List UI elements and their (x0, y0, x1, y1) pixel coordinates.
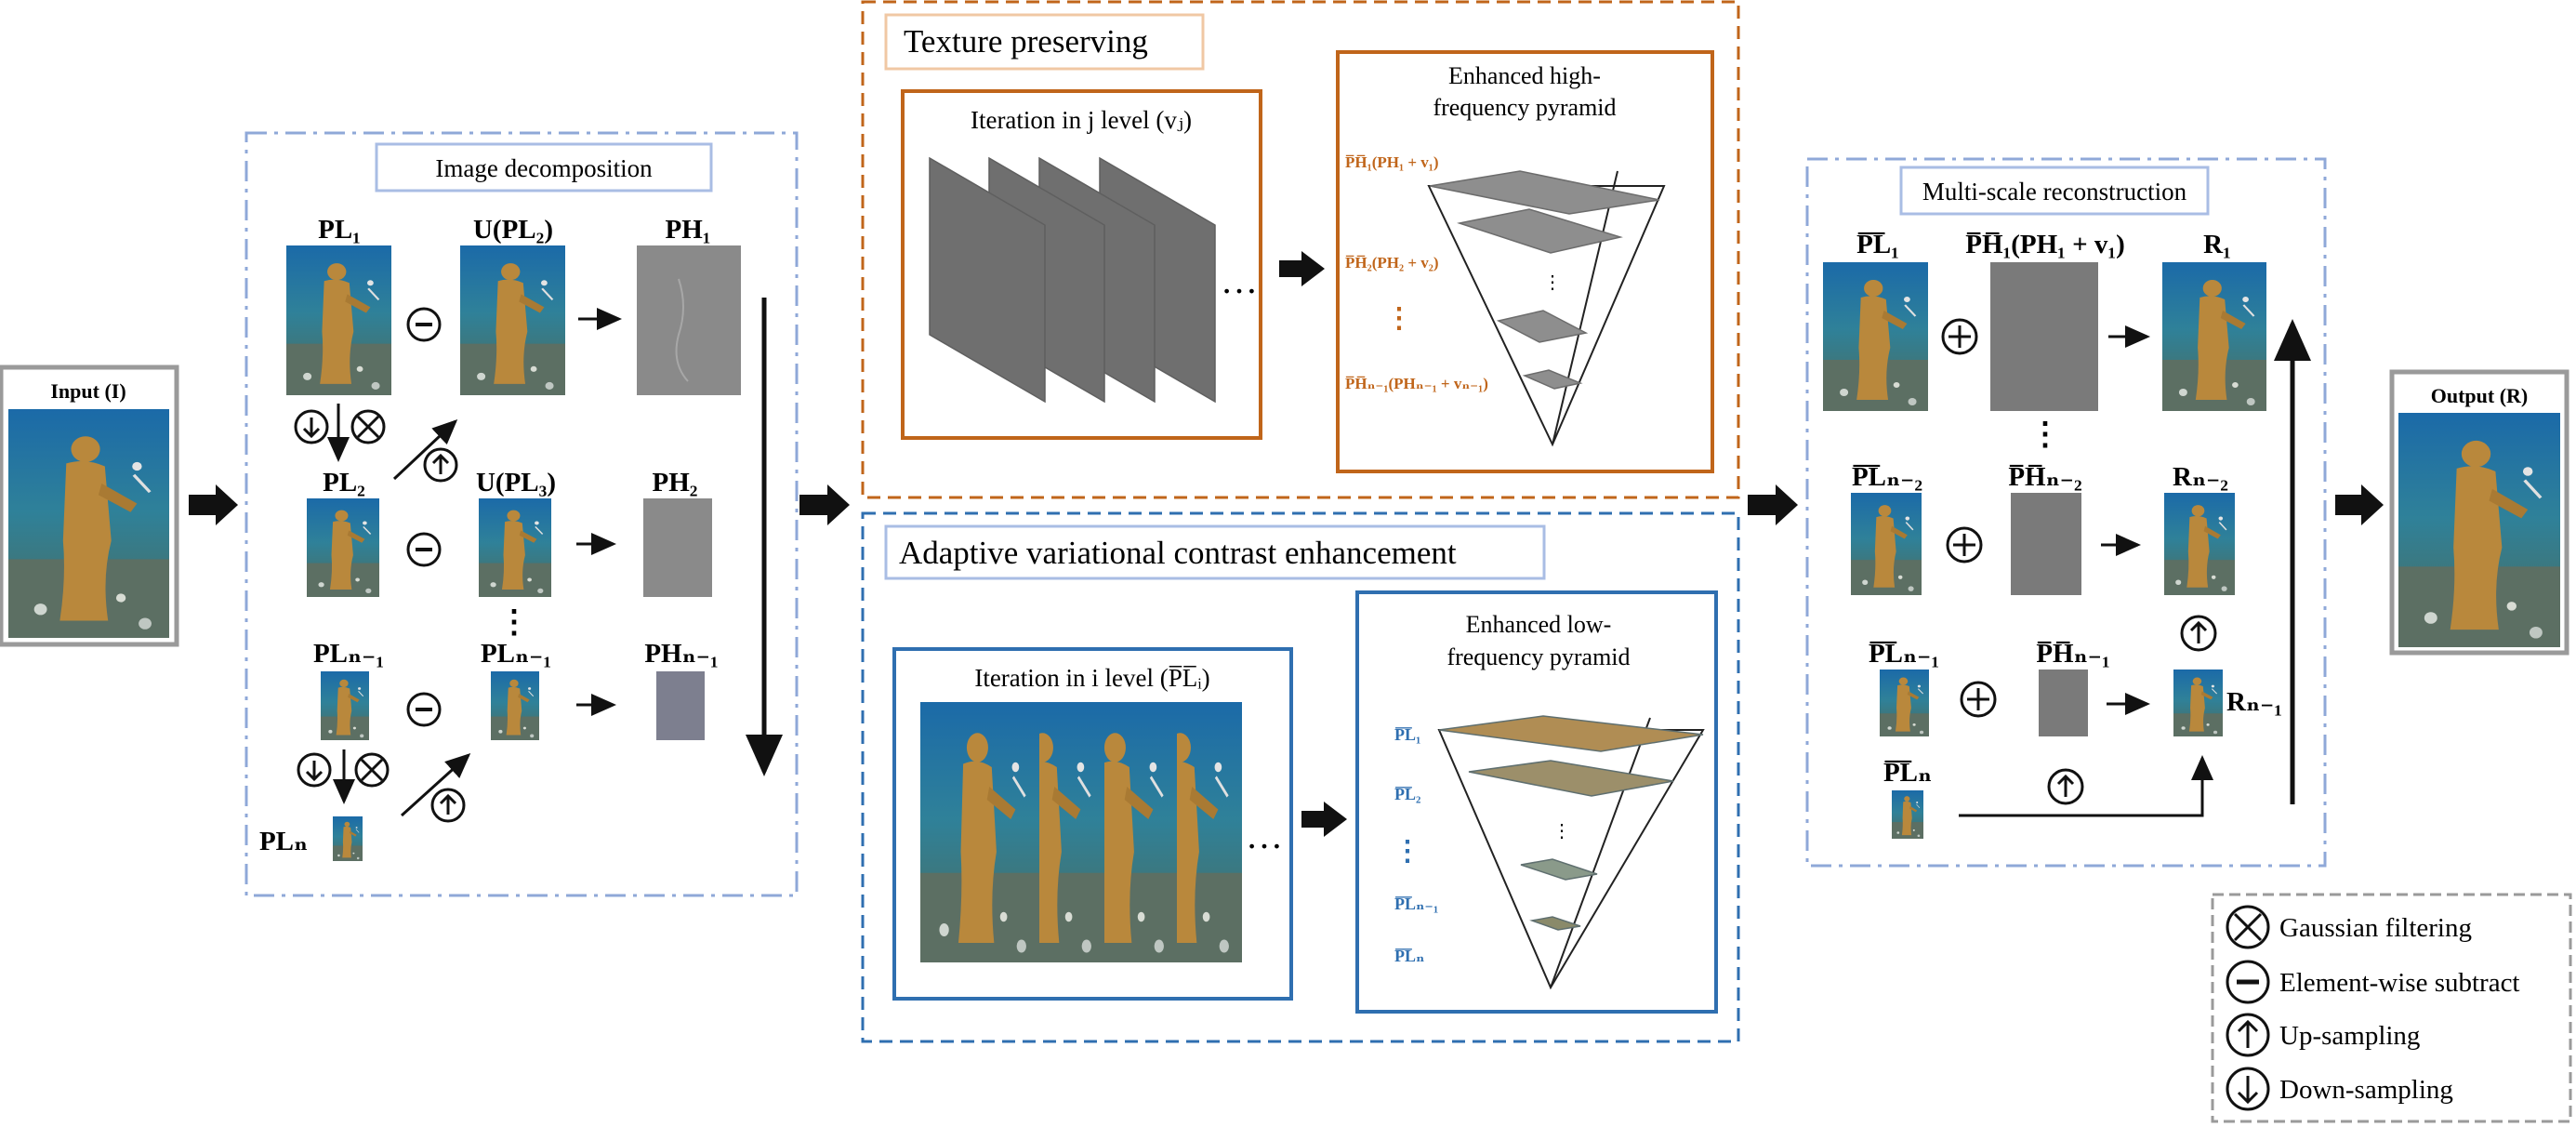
label-pln: PLₙ (259, 827, 308, 856)
low-level-n: P̅L̅ₙ (1394, 947, 1424, 965)
contrast-enhancement-panel: Adaptive variational contrast enhancemen… (861, 511, 1740, 1043)
recon-label-ph1: P̅H̅₁(PH₁ + v₁) (1965, 230, 2124, 259)
label-u-pl2: U(PL₂) (473, 215, 553, 245)
image-decomposition-panel: Image decomposition PL₁ U(PL₂) PH₁ PL₂ U… (244, 131, 799, 897)
recon-phn2-image (2011, 493, 2081, 595)
phn1-image (656, 671, 705, 740)
arrow-enh-to-recon (1748, 484, 1798, 525)
u-pln-image (491, 671, 539, 740)
svg-text:⋮: ⋮ (1552, 821, 1571, 842)
arrow-input-to-decomp (189, 484, 238, 525)
recon-phn1-image (2039, 670, 2088, 736)
pl1-image (286, 245, 391, 395)
output-image-panel: Output (R) (2389, 369, 2569, 656)
recon-label-r1: R₁ (2203, 230, 2231, 259)
high-level-2: P̅H̅₂(PH₂ + v₂) (1345, 254, 1439, 272)
label-phn1: PHₙ₋₁ (644, 639, 718, 669)
low-level-dots: ⋮ (1394, 836, 1421, 867)
recon-label-pl1: P̅L̅₁ (1856, 230, 1899, 259)
contrast-arrow (1301, 802, 1347, 837)
texture-title: Texture preserving (904, 23, 1148, 60)
label-u-pl3: U(PL₃) (476, 468, 556, 497)
recon-label-pln: P̅L̅ₙ (1883, 758, 1932, 788)
texture-layers (929, 156, 1216, 404)
svg-text:…: … (1221, 259, 1258, 301)
low-level-n1: P̅L̅ₙ₋₁ (1394, 895, 1438, 913)
svg-text:⋮: ⋮ (1543, 272, 1562, 293)
output-label: Output (R) (2431, 384, 2529, 407)
high-level-1: P̅H̅₁(PH₁ + v₁) (1345, 153, 1439, 171)
texture-iteration-box (901, 89, 1262, 440)
recon-rn1-image (2173, 670, 2223, 736)
u-pl2-image (460, 245, 565, 395)
contrast-iter-label: Iteration in i level (P̅L̅ᵢ) (974, 664, 1209, 692)
legend-up-sampling: Up-sampling (2279, 1021, 2420, 1051)
contrast-iteration-box (892, 647, 1293, 1001)
input-image-panel: Input (I) (0, 365, 179, 647)
recon-pln-image (1892, 790, 1923, 839)
recon-r1-image (2162, 262, 2266, 411)
low-level-1: P̅L̅₁ (1394, 725, 1420, 744)
pl2-image (307, 498, 379, 597)
texture-preserving-panel: Texture preserving Iteration in j level … (861, 0, 1740, 499)
texture-arrow (1279, 251, 1325, 286)
high-frequency-pyramid: ⋮ (1427, 170, 1666, 447)
contrast-title: Adaptive variational contrast enhancemen… (899, 535, 1457, 571)
input-photo (8, 409, 169, 638)
legend-down-sampling: Down-sampling (2279, 1075, 2453, 1105)
low-frequency-pyramid-box (1355, 590, 1718, 1014)
label-pln1: PLₙ₋₁ (313, 639, 384, 669)
arrow-recon-to-output (2335, 484, 2384, 525)
high-frequency-pyramid-box (1336, 50, 1714, 473)
pln-image (333, 816, 363, 861)
texture-iter-label: Iteration in j level (vⱼ) (971, 106, 1192, 134)
recon-label-rn2: Rₙ₋₂ (2173, 462, 2228, 492)
legend-subtract: Element-wise subtract (2279, 968, 2520, 998)
recon-rn2-image (2164, 493, 2235, 595)
reconstruction-title: Multi-scale reconstruction (1922, 178, 2187, 206)
decomposition-title: Image decomposition (435, 154, 653, 182)
recon-label-phn2: P̅H̅ₙ₋₂ (2008, 462, 2081, 492)
svg-text:…: … (1246, 815, 1283, 856)
legend-gaussian: Gaussian filtering (2279, 913, 2472, 943)
high-level-n1: P̅H̅ₙ₋₁(PHₙ₋₁ + vₙ₋₁) (1345, 375, 1488, 392)
label-ph2: PH₂ (653, 468, 698, 497)
recon-label-phn1: P̅H̅ₙ₋₁ (2036, 639, 2109, 669)
label-ph1: PH₁ (666, 215, 711, 245)
recon-ph1-image (1990, 262, 2098, 411)
svg-text:⋮: ⋮ (498, 605, 530, 640)
reconstruction-panel: Multi-scale reconstruction P̅L̅₁ P̅H̅₁(P… (1805, 157, 2327, 868)
legend: Gaussian filtering Element-wise subtract… (2211, 893, 2572, 1123)
recon-label-rn1: Rₙ₋₁ (2226, 687, 2282, 717)
flow-arrows (189, 484, 2384, 525)
high-level-dots: ⋮ (1385, 303, 1413, 334)
ph2-image (643, 498, 712, 597)
low-pyr-title-2: frequency pyramid (1447, 643, 1630, 670)
low-pyr-title-1: Enhanced low- (1466, 611, 1612, 638)
low-level-2: P̅L̅₂ (1394, 785, 1420, 803)
label-pln1-upsampled: PLₙ₋₁ (481, 639, 551, 669)
recon-label-pln1: P̅L̅ₙ₋₁ (1869, 639, 1939, 669)
label-pl2: PL₂ (323, 468, 365, 497)
input-label: Input (I) (50, 379, 125, 403)
recon-pln2-image (1851, 493, 1922, 595)
u-pl3-image (479, 498, 551, 597)
high-pyr-title-1: Enhanced high- (1448, 62, 1601, 89)
recon-pln1-image (1880, 670, 1929, 736)
svg-text:⋮: ⋮ (2029, 418, 2061, 452)
pln1-image (321, 671, 369, 740)
recon-label-pln2: P̅L̅ₙ₋₂ (1852, 462, 1922, 492)
high-pyr-title-2: frequency pyramid (1433, 94, 1616, 121)
label-pl1: PL₁ (318, 215, 361, 245)
recon-pl1-image (1823, 262, 1928, 411)
ph1-image (637, 245, 741, 395)
output-photo (2398, 413, 2560, 647)
arrow-decomp-to-enh (799, 484, 850, 525)
contrast-layers (920, 702, 1242, 962)
low-frequency-pyramid: ⋮ (1437, 715, 1705, 990)
